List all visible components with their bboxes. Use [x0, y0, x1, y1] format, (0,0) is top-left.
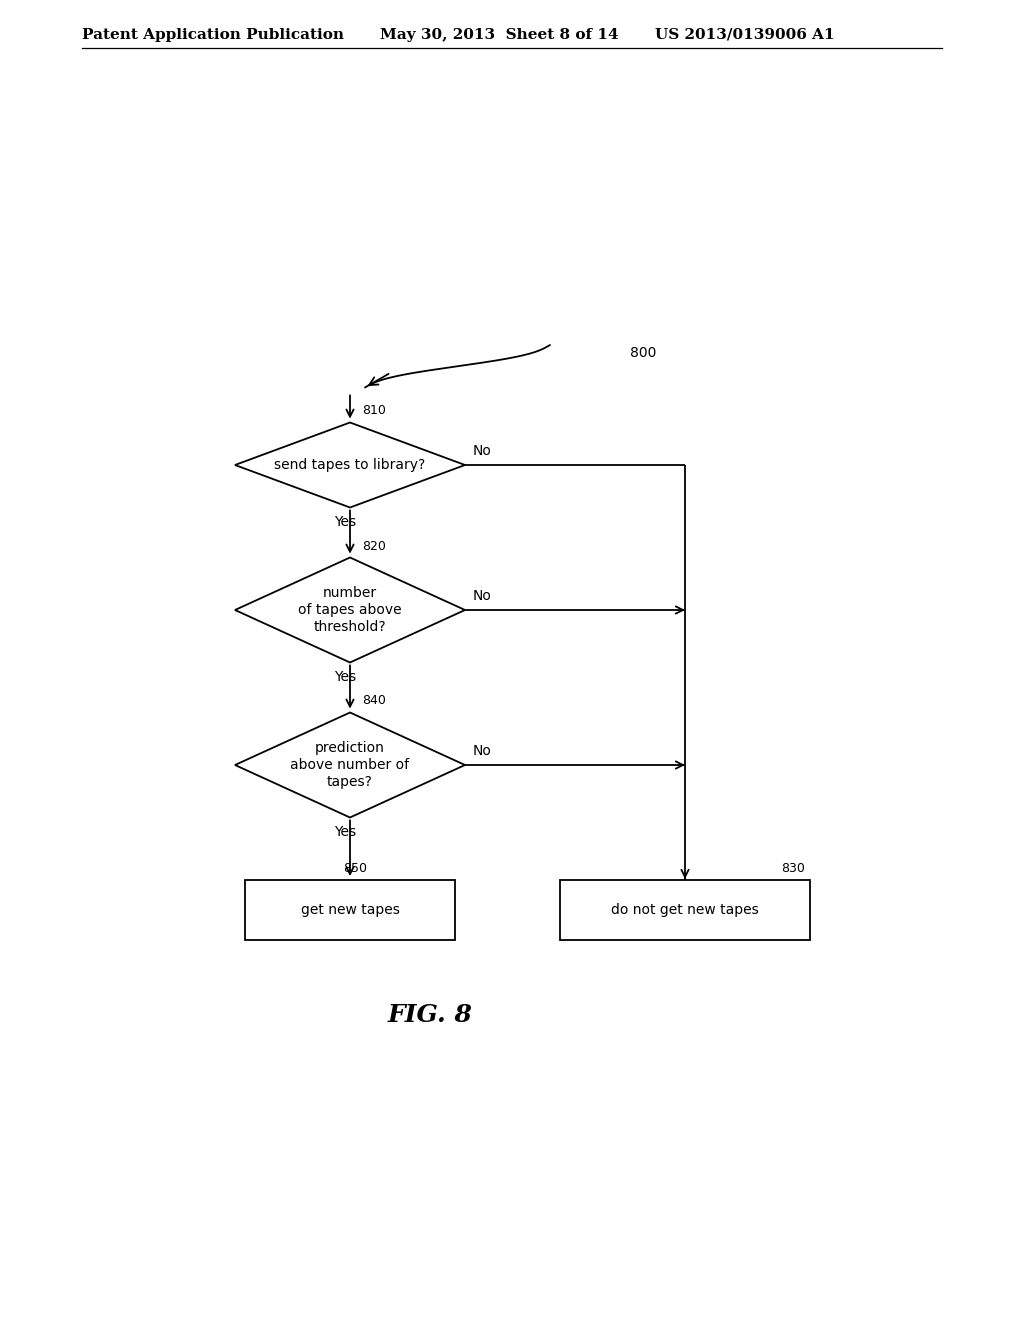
Text: get new tapes: get new tapes — [301, 903, 399, 917]
Text: May 30, 2013  Sheet 8 of 14: May 30, 2013 Sheet 8 of 14 — [380, 28, 618, 42]
Text: FIG. 8: FIG. 8 — [387, 1003, 472, 1027]
Text: Yes: Yes — [334, 669, 356, 684]
Text: Yes: Yes — [334, 825, 356, 838]
Text: 800: 800 — [630, 346, 656, 360]
Text: number
of tapes above
threshold?: number of tapes above threshold? — [298, 586, 401, 635]
Text: 840: 840 — [362, 694, 386, 708]
Bar — [245, 880, 455, 940]
Text: do not get new tapes: do not get new tapes — [611, 903, 759, 917]
Text: 830: 830 — [781, 862, 805, 875]
Text: US 2013/0139006 A1: US 2013/0139006 A1 — [655, 28, 835, 42]
Text: No: No — [473, 589, 492, 603]
Text: 850: 850 — [343, 862, 367, 875]
Text: prediction
above number of
tapes?: prediction above number of tapes? — [291, 741, 410, 789]
Text: No: No — [473, 444, 492, 458]
Text: Patent Application Publication: Patent Application Publication — [82, 28, 344, 42]
Text: send tapes to library?: send tapes to library? — [274, 458, 426, 473]
Text: No: No — [473, 744, 492, 758]
Bar — [560, 880, 810, 940]
Text: 820: 820 — [362, 540, 386, 553]
Text: 810: 810 — [362, 404, 386, 417]
Text: Yes: Yes — [334, 515, 356, 528]
